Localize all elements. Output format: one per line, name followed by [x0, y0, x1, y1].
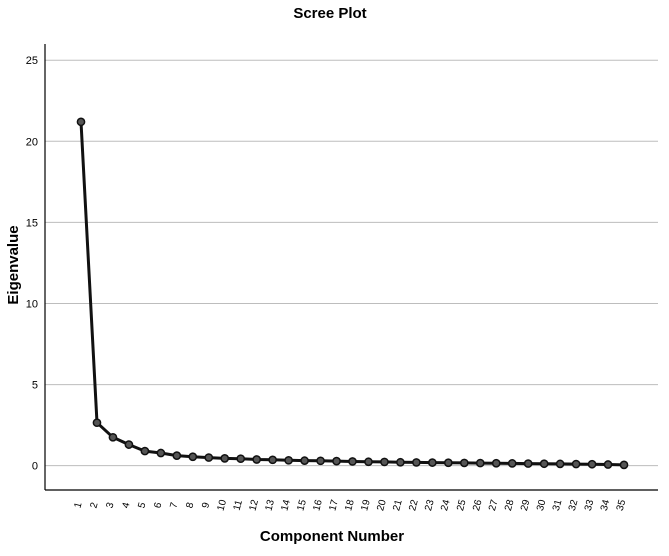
x-tick-label: 17 [327, 498, 341, 512]
x-tick-label: 35 [615, 498, 629, 512]
x-tick-label: 10 [216, 498, 230, 512]
x-tick-label: 1 [73, 501, 85, 510]
data-point [507, 459, 517, 468]
grid-layer [45, 59, 658, 467]
x-tick-label: 3 [104, 501, 116, 510]
x-tick-label: 34 [599, 498, 613, 512]
x-tick-label: 15 [295, 498, 309, 512]
data-point [156, 448, 166, 458]
data-point [300, 456, 309, 465]
x-tick-label: 13 [263, 498, 277, 512]
data-point [396, 457, 405, 467]
x-tick-label: 5 [136, 501, 148, 510]
data-point [284, 455, 293, 465]
x-tick-label: 32 [567, 498, 581, 512]
x-tick-label: 12 [248, 498, 262, 512]
x-tick-label: 7 [168, 501, 180, 510]
data-point [571, 459, 581, 469]
x-tick-label: 6 [152, 501, 164, 510]
x-axis-label: Component Number [260, 528, 404, 545]
x-tick-label: 11 [232, 498, 245, 511]
data-point [172, 451, 182, 460]
data-point [491, 458, 501, 468]
x-tick-label: 31 [551, 498, 565, 512]
data-point [380, 457, 389, 467]
data-point [220, 454, 230, 463]
x-tick-label: 30 [535, 498, 549, 512]
data-point [124, 440, 134, 449]
x-tick-label: 4 [120, 501, 132, 510]
data-point [236, 454, 246, 464]
y-tick-label: 5 [32, 380, 38, 392]
data-point [587, 459, 597, 469]
x-tick-label: 28 [503, 498, 517, 512]
data-point [459, 458, 469, 468]
data-point [252, 455, 262, 464]
data-point [348, 457, 357, 466]
x-tick-labels: 1 2 3 4 5 6 7 8 9 10 11 12 13 14 15 16 17 18 19 20 21 22 23 24 2… [73, 498, 629, 512]
data-point [76, 117, 86, 127]
data-point [188, 452, 198, 462]
x-tick-label: 25 [455, 498, 469, 512]
x-tick-label: 27 [487, 498, 501, 512]
chart-title: Scree Plot [293, 5, 366, 22]
data-point [140, 446, 150, 456]
data-point [108, 432, 118, 442]
x-tick-label: 24 [439, 498, 453, 512]
x-tick-label: 33 [583, 498, 597, 512]
y-tick-label: 25 [26, 55, 38, 67]
data-point [332, 456, 341, 466]
data-point [268, 455, 277, 465]
x-tick-label: 16 [311, 498, 325, 512]
y-tick-label: 20 [26, 136, 38, 148]
x-tick-label: 26 [471, 498, 485, 512]
y-tick-label: 0 [32, 461, 38, 473]
data-point [443, 458, 453, 468]
x-tick-label: 9 [200, 501, 212, 510]
data-point [619, 460, 629, 470]
x-tick-label: 29 [519, 498, 533, 512]
x-tick-label: 21 [391, 498, 405, 512]
eigenvalue-line [79, 121, 625, 467]
x-tick-label: 8 [184, 501, 196, 510]
data-point [316, 456, 325, 466]
data-point [204, 453, 214, 462]
data-point [92, 418, 102, 428]
x-tick-label: 20 [375, 498, 389, 512]
x-tick-label: 2 [89, 501, 101, 510]
data-point [555, 459, 565, 469]
data-point [412, 458, 421, 467]
data-point [475, 458, 485, 468]
data-point [523, 459, 533, 468]
data-point [603, 460, 613, 469]
y-tick-label: 10 [26, 298, 38, 310]
y-tick-labels: 0 5 10 15 20 25 [26, 55, 38, 472]
series-layer [76, 117, 629, 470]
x-tick-label: 14 [279, 498, 293, 512]
x-tick-label: 19 [359, 498, 373, 512]
y-axis-label: Eigenvalue [5, 225, 22, 304]
data-point [364, 457, 373, 467]
data-point [539, 459, 549, 469]
data-point [428, 458, 437, 467]
y-tick-label: 15 [26, 217, 38, 229]
x-tick-label: 18 [343, 498, 357, 512]
x-tick-label: 22 [407, 498, 421, 512]
x-tick-label: 23 [423, 498, 437, 512]
